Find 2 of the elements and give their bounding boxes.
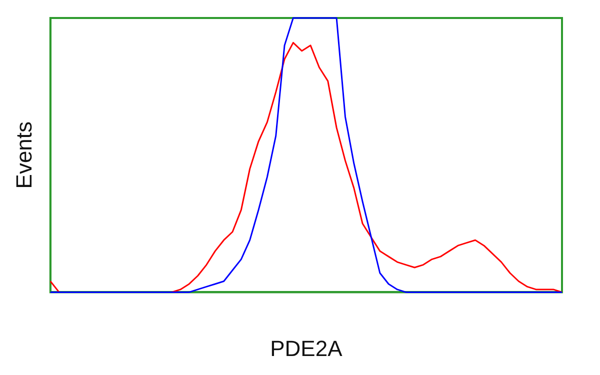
x-axis-title: PDE2A — [270, 336, 343, 361]
y-axis-title: Events — [11, 121, 36, 189]
